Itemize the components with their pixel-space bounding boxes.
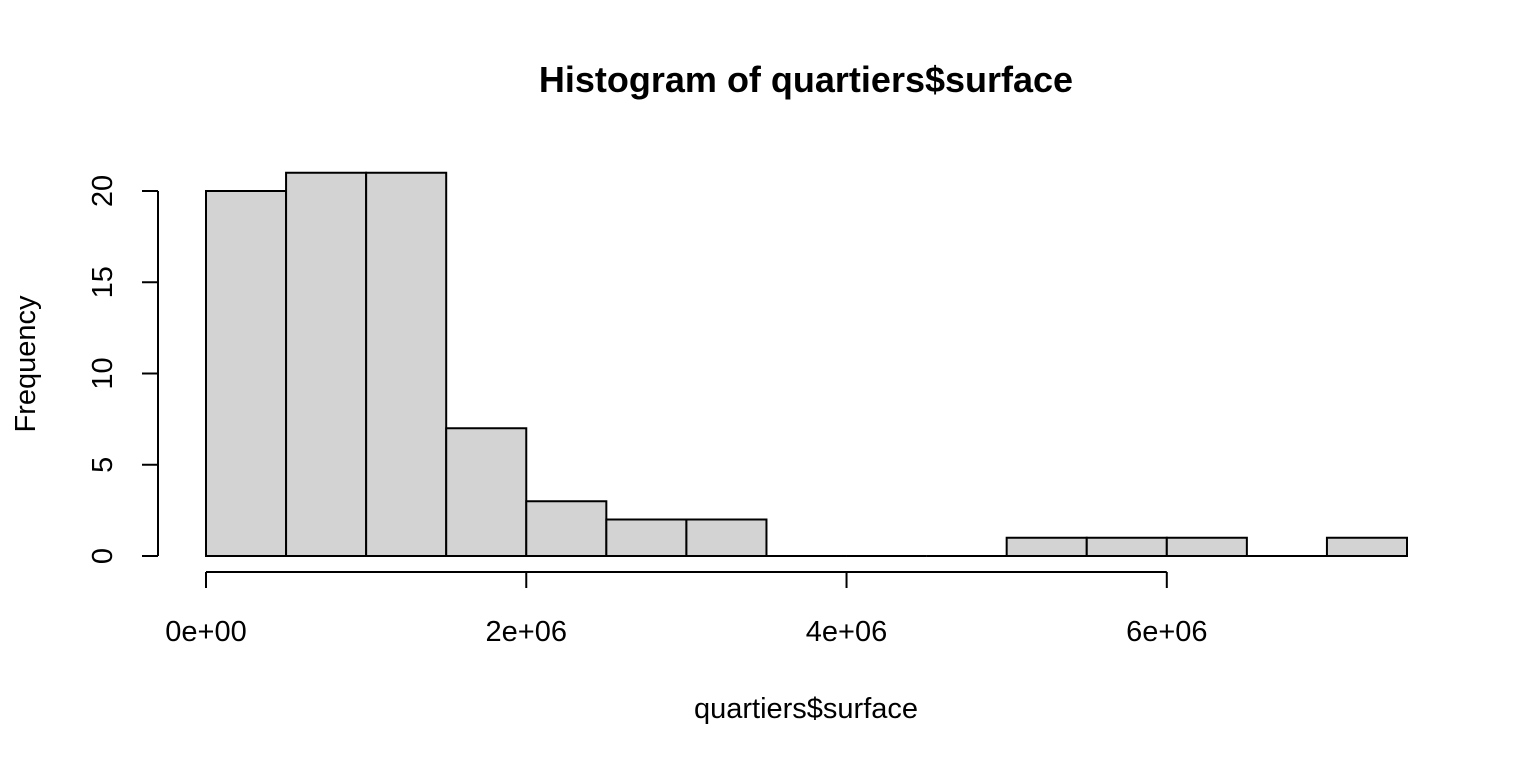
histogram-bar-3 [445,427,528,557]
histogram-bar-10 [1005,536,1088,557]
histogram-bar-11 [1085,536,1168,557]
x-axis: 0e+00 2e+06 4e+06 6e+06 [165,571,1208,648]
y-tick-label-2: 10 [87,357,119,389]
x-tick-label-2: 4e+06 [806,616,887,648]
x-axis-title: quartiers$surface [694,693,918,725]
y-tick-label-0: 0 [87,548,119,564]
y-tick-label-3: 15 [87,266,119,298]
y-tick-label-4: 20 [87,175,119,207]
chart-title: Histogram of quartiers$surface [539,59,1073,100]
x-tick-label-1: 2e+06 [486,616,567,648]
y-tick-label-1: 5 [87,457,119,473]
x-tick-label-0: 0e+00 [165,616,246,648]
histogram-bar-5 [605,518,688,557]
histogram-bar-14 [1325,536,1409,557]
histogram-bar-0 [205,190,288,557]
histogram-bar-4 [525,500,608,557]
histogram-bars [205,171,1409,557]
x-tick-label-3: 6e+06 [1126,616,1207,648]
histogram-bar-6 [685,518,768,557]
histogram-bar-12 [1165,536,1248,557]
y-axis-title: Frequency [10,295,42,433]
histogram-bar-2 [365,171,448,557]
y-axis: 0 5 10 15 20 [87,175,159,564]
histogram-bar-1 [285,171,368,557]
